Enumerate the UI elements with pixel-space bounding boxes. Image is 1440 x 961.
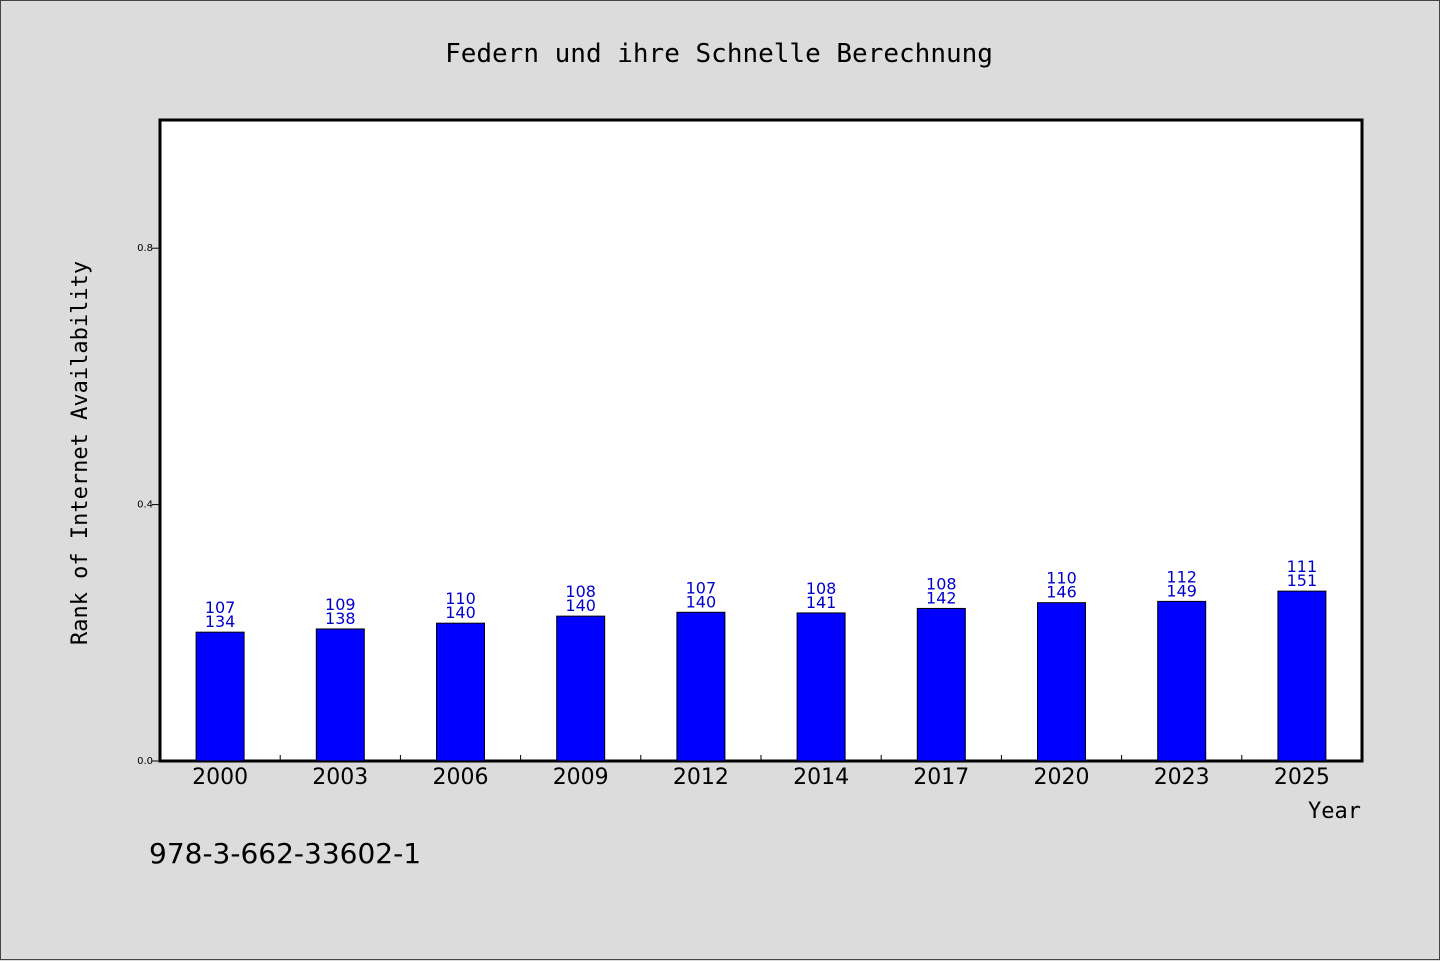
x-tick-label: 2003 [312,765,368,790]
isbn-text: 978-3-662-33602-1 [149,837,421,870]
bar [1157,600,1207,762]
bar-label-top: 107 [205,598,236,617]
bar-label-top: 112 [1166,567,1197,586]
x-tick-label: 2006 [433,765,489,790]
y-axis-label: Rank of Internet Availability [68,261,93,645]
bar-label-bottom: 149 [1166,581,1197,600]
x-axis-label: Year [1308,799,1361,824]
x-tick-label: 2009 [553,765,609,790]
bar-label-top: 108 [926,574,957,593]
x-tick-label: 2025 [1274,765,1330,790]
y-tick-label: 0.0 [137,756,153,767]
y-tick-label: 0.4 [137,500,153,511]
y-axis: 0.0 0.4 0.8 [137,243,160,767]
bar-label-bottom: 134 [205,612,236,631]
x-tick-label: 2000 [192,765,248,790]
bar [195,631,245,762]
bar-label-top: 110 [445,589,476,608]
bar-label-bottom: 146 [1046,583,1077,602]
x-tick-label: 2023 [1154,765,1210,790]
bar [1277,590,1327,762]
chart-title: Federn und ihre Schnelle Berechnung [445,39,993,69]
bar-label-bottom: 140 [445,603,476,622]
bar [1037,602,1086,762]
bar-label-bottom: 142 [926,588,957,607]
bar-label-top: 108 [806,579,837,598]
bar [796,612,846,762]
bar-label-bottom: 141 [806,593,837,612]
x-tick-label: 2017 [913,765,969,790]
x-tick-label: 2014 [793,765,849,790]
bar [916,607,966,762]
bar-label-top: 109 [325,595,356,614]
bar-series [195,590,1327,762]
bar [315,628,365,762]
x-axis: 2000 2003 2006 2009 2012 2014 2017 2020 2023 2025 [192,755,1330,790]
y-tick-label: 0.8 [137,243,153,254]
bar [676,611,726,762]
bar-label-top: 108 [565,582,596,601]
bar-label-top: 111 [1287,557,1318,576]
bar [556,615,606,762]
bar-label-top: 107 [686,578,717,597]
bar-labels: 1071341091381101401081401071401081411081… [205,557,1317,631]
x-tick-label: 2020 [1034,765,1090,790]
bar-label-bottom: 140 [686,592,717,611]
bar-label-bottom: 140 [565,596,596,615]
bar-label-bottom: 138 [325,609,356,628]
x-tick-label: 2012 [673,765,729,790]
bar-label-top: 110 [1046,569,1077,588]
bar-label-bottom: 151 [1287,571,1318,590]
bar [436,622,485,762]
